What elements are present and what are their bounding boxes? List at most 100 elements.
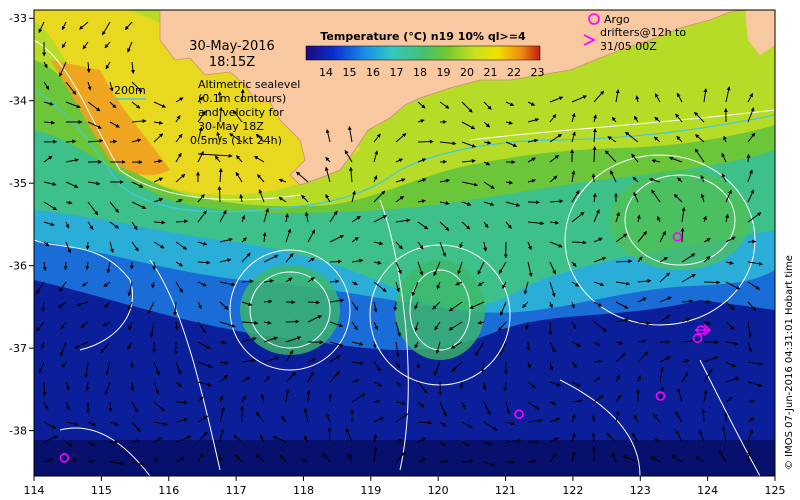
- velocity-arrow: [459, 381, 464, 390]
- velocity-arrow: [219, 340, 227, 345]
- velocity-arrow: [43, 401, 49, 411]
- velocity-arrow: [263, 299, 273, 304]
- velocity-arrow: [747, 450, 752, 463]
- velocity-arrow: [87, 181, 101, 186]
- velocity-arrow: [124, 21, 133, 31]
- velocity-arrow: [395, 195, 405, 203]
- velocity-arrow: [549, 301, 553, 309]
- velocity-arrow: [102, 21, 111, 36]
- velocity-arrow: [483, 181, 495, 189]
- velocity-arrow: [278, 178, 287, 183]
- velocity-arrow: [673, 193, 683, 203]
- velocity-arrow: [373, 381, 382, 387]
- velocity-arrow: [42, 261, 47, 272]
- velocity-arrow: [592, 192, 597, 203]
- velocity-arrow: [175, 97, 184, 103]
- velocity-arrow: [527, 401, 540, 410]
- altimetry-line-1: Altimetric sealevel: [198, 78, 300, 91]
- velocity-arrow: [571, 261, 577, 267]
- argo-float-marker: [692, 333, 703, 344]
- velocity-arrow: [43, 201, 58, 211]
- velocity-arrow: [65, 139, 77, 144]
- velocity-arrow: [725, 396, 733, 403]
- velocity-arrow: [395, 261, 402, 275]
- velocity-arrow: [130, 381, 135, 391]
- velocity-arrow: [351, 393, 366, 403]
- y-axis: -33 -34 -35 -36 -37 -38: [9, 12, 34, 438]
- argo-legend-label: Argo: [604, 13, 630, 26]
- velocity-arrow: [549, 261, 556, 275]
- velocity-arrow: [131, 138, 142, 143]
- velocity-arrow: [593, 90, 605, 103]
- velocity-arrow: [43, 458, 54, 463]
- velocity-arrow: [721, 152, 727, 163]
- velocity-arrow: [153, 437, 163, 443]
- colorbar-gradient: [305, 45, 541, 61]
- altimetry-line-4: 30-May 18Z: [198, 120, 264, 133]
- velocity-arrow: [747, 239, 757, 244]
- velocity-arrow: [505, 180, 514, 185]
- velocity-arrow: [636, 214, 641, 223]
- velocity-arrow: [263, 336, 279, 343]
- velocity-arrow: [414, 301, 419, 310]
- velocity-arrow: [417, 199, 426, 204]
- velocity-arrow: [700, 193, 705, 203]
- velocity-arrow: [285, 336, 302, 343]
- velocity-arrow: [694, 134, 705, 143]
- velocity-arrow: [263, 279, 275, 284]
- velocity-arrow: [219, 395, 224, 403]
- velocity-arrow: [499, 341, 507, 357]
- velocity-arrow: [747, 93, 754, 103]
- x-tick-label: 115: [91, 484, 112, 497]
- velocity-arrow: [653, 413, 661, 423]
- velocity-arrow: [527, 178, 536, 183]
- velocity-arrow: [411, 281, 419, 297]
- velocity-arrow: [109, 221, 120, 229]
- velocity-arrow: [109, 121, 120, 128]
- velocity-arrow: [263, 207, 269, 223]
- velocity-arrow: [694, 111, 705, 123]
- velocity-arrow: [373, 281, 387, 293]
- velocity-arrow: [60, 321, 67, 330]
- velocity-arrow: [175, 198, 183, 203]
- velocity-arrow: [395, 401, 407, 406]
- velocity-arrow: [373, 241, 384, 246]
- velocity-arrow: [65, 381, 70, 391]
- velocity-arrow: [105, 361, 111, 376]
- velocity-arrow: [131, 241, 139, 252]
- velocity-arrow: [593, 394, 604, 403]
- velocity-arrow: [483, 140, 492, 145]
- velocity-arrow: [241, 337, 257, 343]
- velocity-arrow: [131, 119, 147, 124]
- velocity-arrow: [74, 341, 89, 349]
- velocity-arrow: [285, 388, 290, 403]
- velocity-arrow: [571, 361, 578, 369]
- velocity-arrow: [701, 408, 706, 423]
- velocity-arrow: [373, 133, 381, 143]
- velocity-arrow: [725, 86, 731, 103]
- velocity-arrow: [263, 254, 279, 263]
- velocity-arrow: [703, 238, 711, 243]
- velocity-arrow: [197, 396, 204, 403]
- velocity-arrow: [417, 241, 424, 250]
- velocity-arrow: [41, 301, 46, 312]
- argo-float-marker: [514, 409, 524, 419]
- y-tick-label: -33: [9, 12, 27, 25]
- velocity-arrow: [41, 341, 45, 349]
- velocity-arrow: [549, 199, 564, 204]
- velocity-arrow: [571, 281, 580, 287]
- x-tick-label: 117: [226, 484, 247, 497]
- velocity-arrow: [344, 149, 353, 163]
- velocity-arrow: [656, 215, 661, 223]
- velocity-arrow: [677, 177, 683, 183]
- velocity-arrow: [175, 381, 182, 388]
- velocity-arrow: [175, 241, 188, 250]
- velocity-arrow: [659, 296, 672, 303]
- velocity-arrow: [675, 429, 683, 443]
- velocity-arrow: [631, 432, 639, 443]
- velocity-arrow: [348, 453, 353, 463]
- eddy-central: [395, 260, 485, 360]
- y-tick-label: -38: [9, 425, 27, 438]
- velocity-arrow: [434, 321, 441, 331]
- velocity-arrow: [322, 452, 331, 463]
